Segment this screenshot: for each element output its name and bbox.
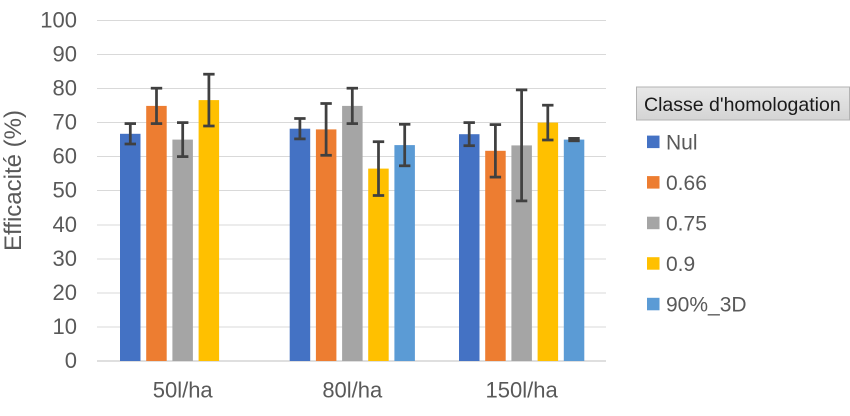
svg-text:Nul: Nul <box>666 131 698 154</box>
svg-text:0.9: 0.9 <box>666 253 695 276</box>
svg-text:Classe d'homologation: Classe d'homologation <box>644 94 841 116</box>
svg-text:100: 100 <box>40 7 77 32</box>
svg-text:40: 40 <box>53 212 77 237</box>
svg-text:0.75: 0.75 <box>666 212 707 235</box>
svg-text:20: 20 <box>53 280 77 305</box>
svg-text:150l/ha: 150l/ha <box>486 378 559 403</box>
svg-text:80: 80 <box>53 76 77 101</box>
svg-text:90: 90 <box>53 42 77 67</box>
svg-text:Efficacité (%): Efficacité (%) <box>0 110 27 251</box>
svg-text:0.66: 0.66 <box>666 172 707 195</box>
svg-text:80l/ha: 80l/ha <box>322 378 383 403</box>
svg-text:10: 10 <box>53 314 77 339</box>
svg-text:90%_3D: 90%_3D <box>666 294 747 317</box>
svg-text:70: 70 <box>53 110 77 135</box>
svg-text:50l/ha: 50l/ha <box>153 378 214 403</box>
svg-text:0: 0 <box>65 348 77 373</box>
svg-text:30: 30 <box>53 246 77 271</box>
svg-text:50: 50 <box>53 178 77 203</box>
svg-text:60: 60 <box>53 144 77 169</box>
